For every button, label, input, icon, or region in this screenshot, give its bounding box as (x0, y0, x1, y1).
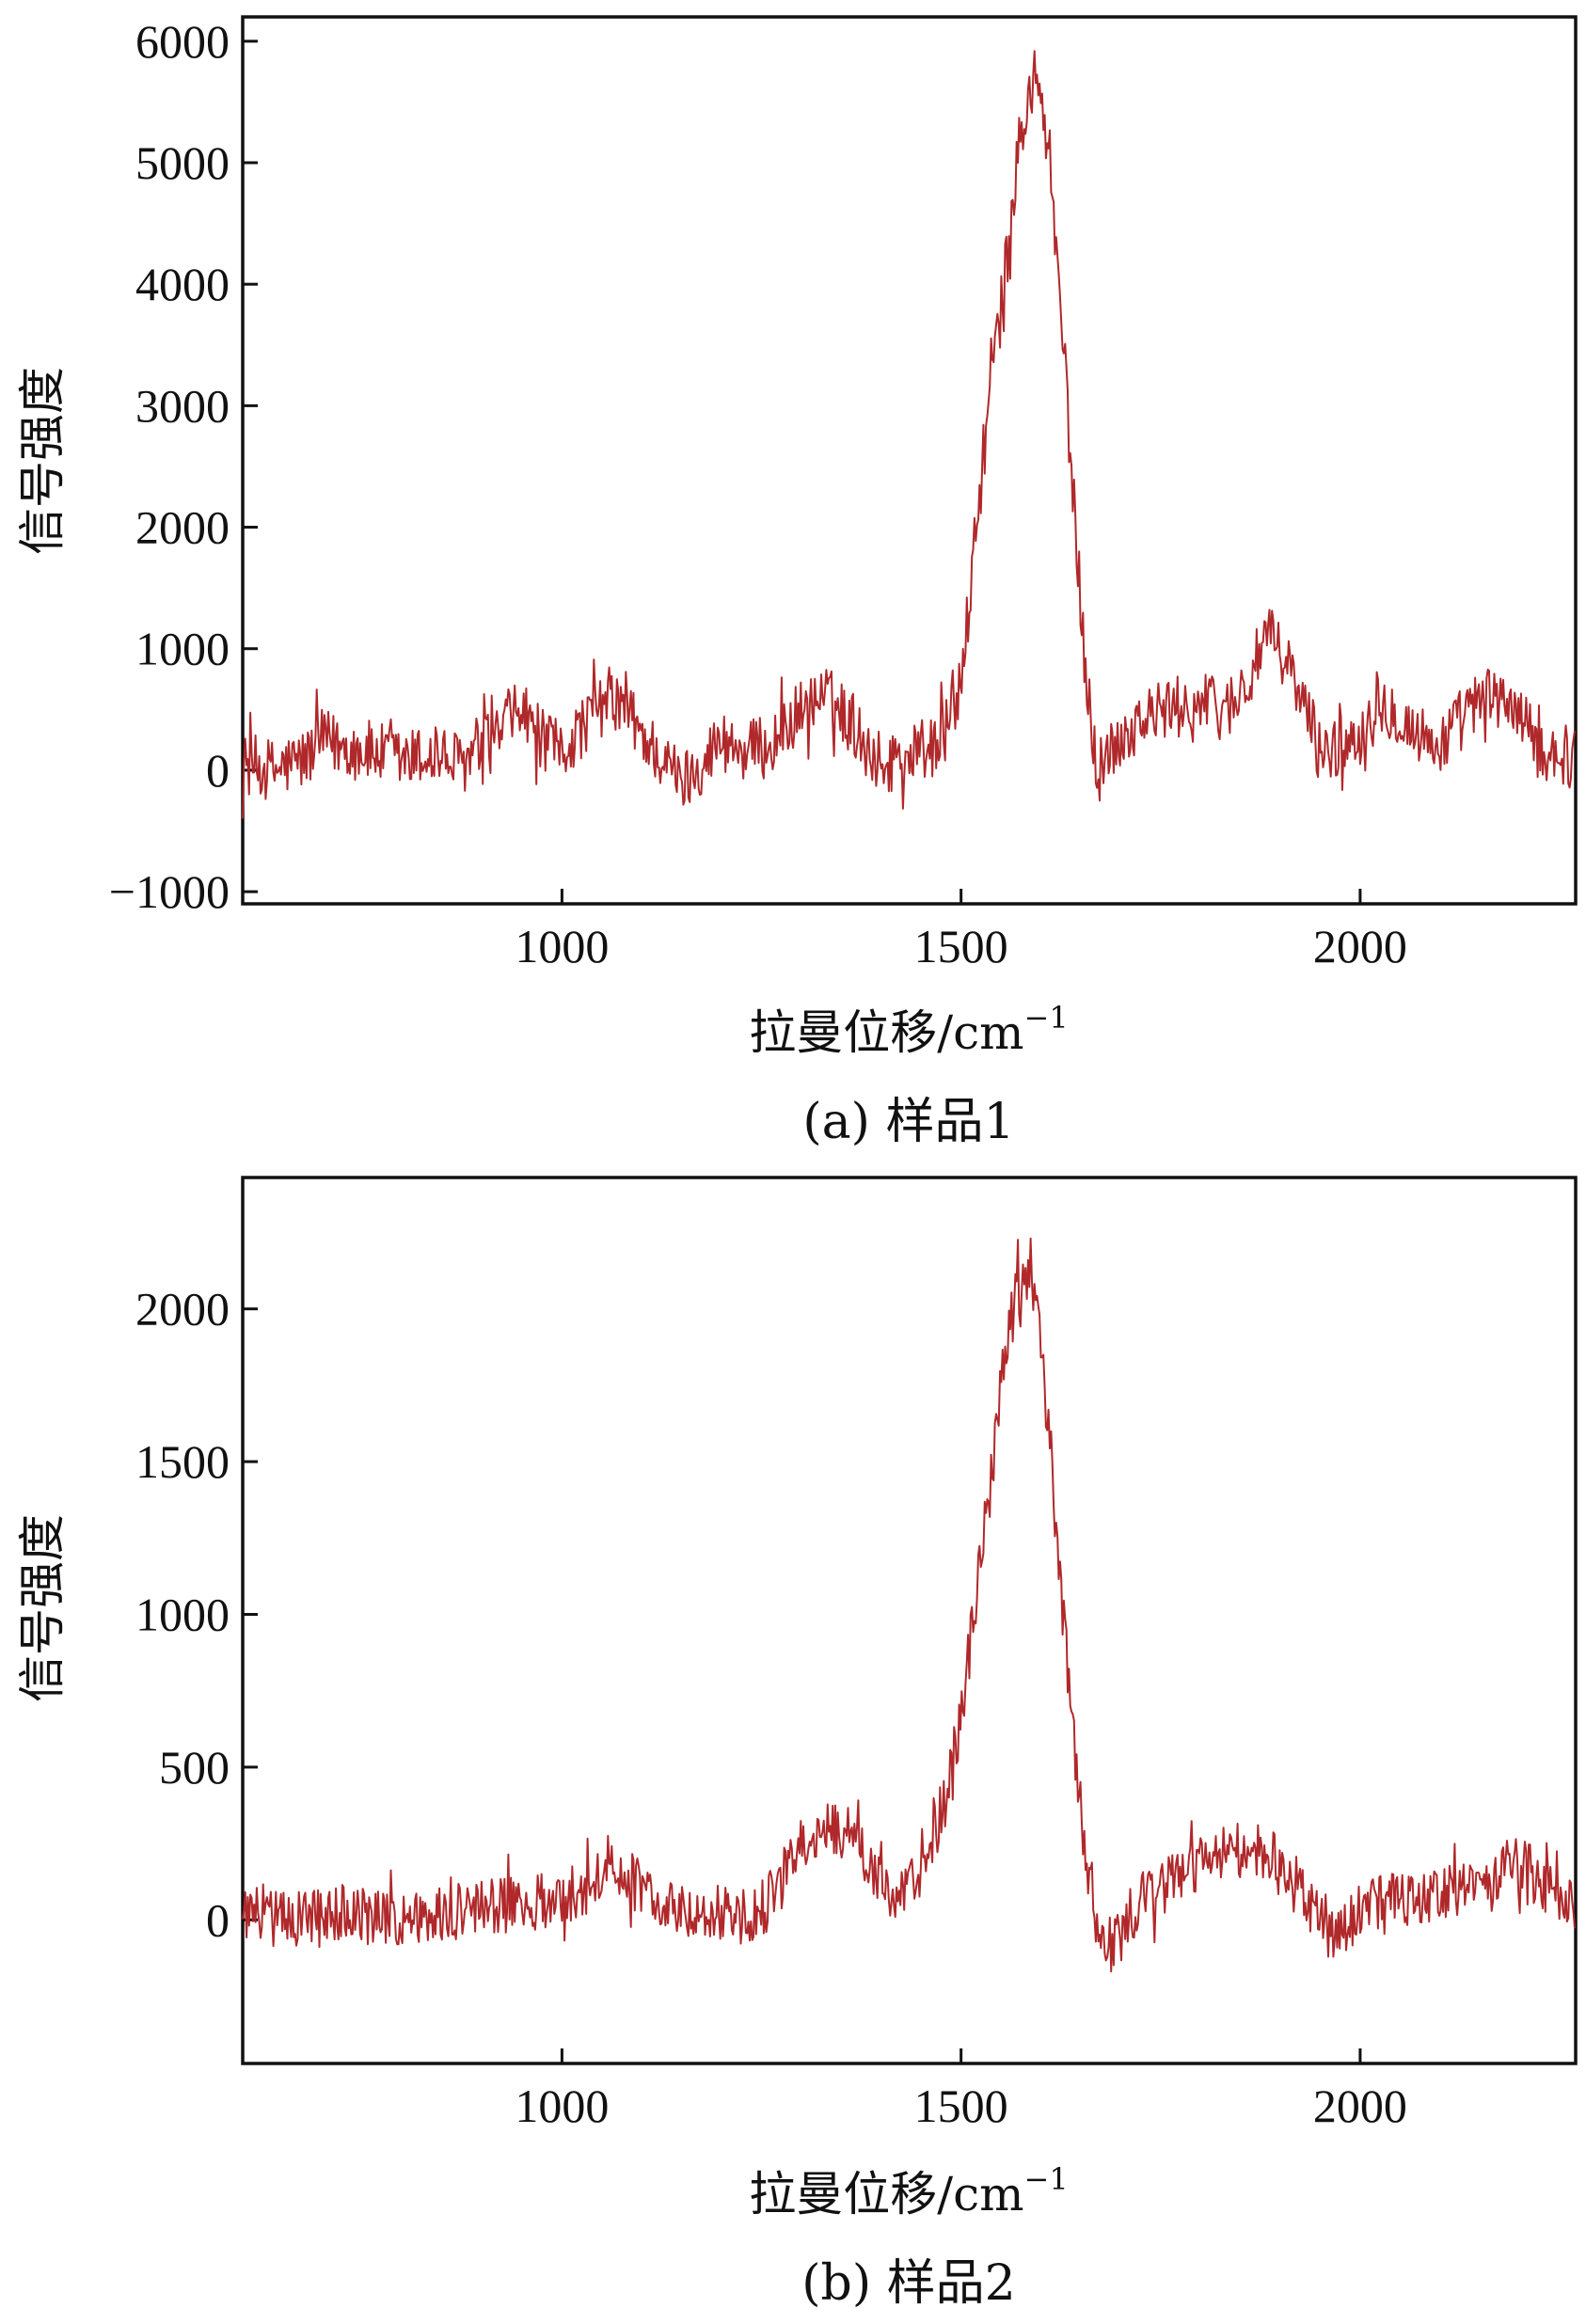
y-tick-label-b-2: 1000 (135, 1589, 230, 1641)
x-axis-label-a: 拉曼位移/cm−1 (749, 1000, 1068, 1060)
y-tick-label-a-2: 1000 (135, 623, 230, 675)
y-tick-label-a-1: 0 (206, 744, 230, 797)
x-axis-label-b-sup: −1 (1024, 2161, 1069, 2197)
y-tick-label-a-0: −1000 (109, 865, 230, 918)
plot-frame-b (241, 1176, 1578, 2065)
x-tick-label-b-0: 1000 (515, 2079, 609, 2132)
y-tick-label-a-4: 3000 (135, 379, 230, 432)
y-tick-label-b-4: 2000 (135, 1283, 230, 1336)
x-tick-label-a-0: 1000 (515, 920, 609, 972)
series-line-a-0 (242, 50, 1576, 819)
y-tick-label-b-0: 0 (206, 1893, 230, 1946)
series-group-a (242, 50, 1576, 819)
x-axis-label-b-main: 拉曼位移/cm (749, 2167, 1023, 2221)
y-tick-label-a-5: 4000 (135, 258, 230, 310)
x-axis-label-a-sup: −1 (1024, 1000, 1069, 1036)
caption-a: (a) 样品1 (802, 1094, 1014, 1150)
y-tick-label-a-3: 2000 (135, 501, 230, 554)
x-tick-label-a-1: 1500 (914, 920, 1008, 972)
series-group-b (242, 1237, 1576, 1973)
x-tick-label-a-2: 2000 (1313, 920, 1407, 972)
chart-panel-b: 0 500 1000 1500 2000 1000 1500 2000 信号强度 拉曼位移/c… (15, 1176, 1578, 2312)
axis-ticks-b: 0 500 1000 1500 2000 1000 1500 2000 (135, 1283, 1407, 2132)
y-tick-label-b-1: 500 (159, 1741, 230, 1794)
y-axis-label-b: 信号强度 (15, 1514, 70, 1702)
y-tick-label-a-7: 6000 (135, 15, 230, 68)
y-tick-label-b-3: 1500 (135, 1435, 230, 1488)
x-axis-label-b: 拉曼位移/cm−1 (749, 2161, 1068, 2221)
axis-ticks-a: −1000 0 1000 2000 3000 4000 5000 6000 1000 1500 20… (109, 15, 1407, 972)
x-tick-label-b-1: 1500 (914, 2079, 1008, 2132)
chart-panel-a: −1000 0 1000 2000 3000 4000 5000 6000 1000 1500 20… (15, 15, 1578, 1150)
y-axis-label-a: 信号强度 (15, 367, 70, 555)
plot-frame-a (241, 15, 1578, 906)
x-tick-label-b-2: 2000 (1313, 2079, 1407, 2132)
series-line-b-0 (242, 1237, 1576, 1973)
y-tick-label-a-6: 5000 (135, 136, 230, 189)
caption-b: (b) 样品2 (801, 2255, 1015, 2312)
x-axis-label-a-main: 拉曼位移/cm (749, 1005, 1023, 1060)
